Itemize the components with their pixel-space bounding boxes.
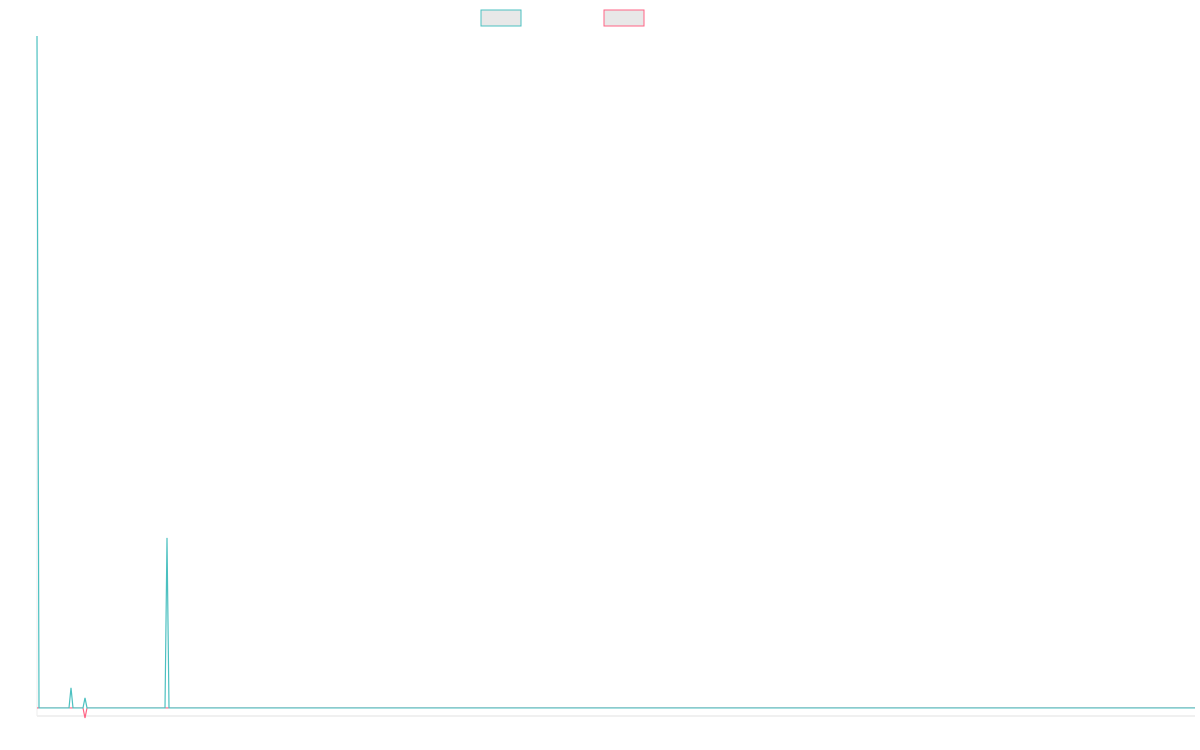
- legend-swatch[interactable]: [480, 9, 522, 27]
- series-line: [36, 35, 1195, 709]
- legend-swatch[interactable]: [603, 9, 645, 27]
